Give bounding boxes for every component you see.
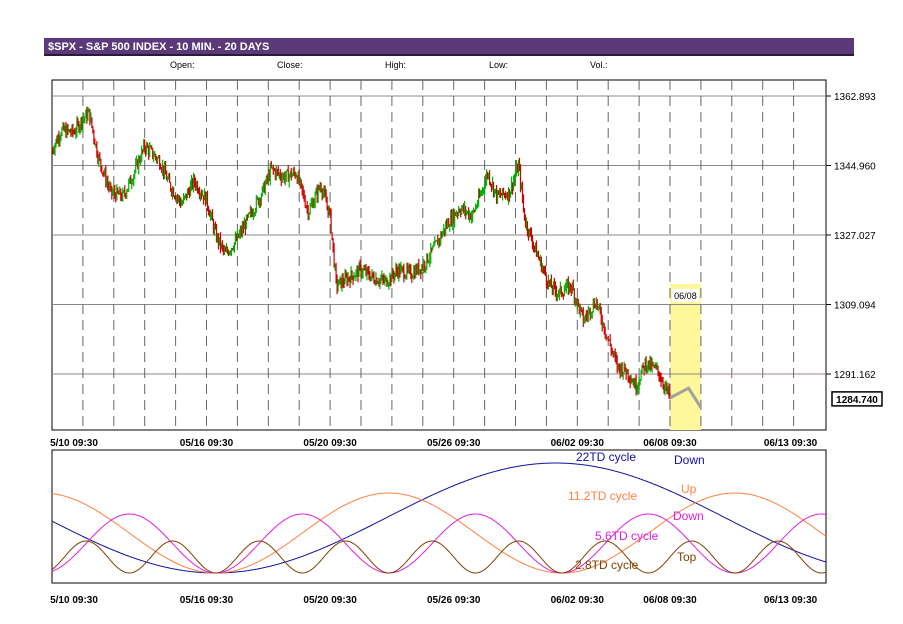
cycle-x-tick-label: 05/16 09:30 bbox=[180, 595, 234, 606]
cycle-line bbox=[51, 540, 827, 574]
vol-label: Vol.: bbox=[590, 60, 608, 70]
cycle-series-label: 2.8TD cycle bbox=[575, 558, 639, 572]
highlight-box bbox=[670, 284, 701, 430]
x-tick-label: 06/13 09:30 bbox=[764, 438, 818, 449]
last-price-label: 1284.740 bbox=[836, 395, 878, 406]
cycle-state-label: Down bbox=[673, 509, 704, 523]
chart-title-bar: $SPX - S&P 500 INDEX - 10 MIN. - 20 DAYS bbox=[44, 38, 854, 56]
cycle-line bbox=[51, 513, 827, 574]
highlight-label-bg bbox=[672, 289, 699, 302]
cycle-state-label: Up bbox=[681, 482, 697, 496]
x-tick-label: 06/02 09:30 bbox=[551, 438, 605, 449]
chart-title: $SPX - S&P 500 INDEX - 10 MIN. - 20 DAYS bbox=[48, 41, 270, 53]
cycle-x-tick-label: 05/26 09:30 bbox=[427, 595, 481, 606]
low-label: Low: bbox=[489, 60, 509, 70]
last-price-box bbox=[831, 391, 883, 407]
cycle-series-label: 22TD cycle bbox=[576, 450, 636, 464]
cycle-x-tick-label: 5/10 09:30 bbox=[50, 595, 98, 606]
cycle-state-label: Top bbox=[677, 550, 697, 564]
high-label: High: bbox=[385, 60, 407, 70]
x-tick-label: 05/16 09:30 bbox=[180, 438, 234, 449]
y-tick-label: 1362.893 bbox=[834, 92, 876, 103]
projection-path bbox=[669, 386, 703, 409]
x-tick-label: 05/26 09:30 bbox=[427, 438, 481, 449]
close-label: Close: bbox=[277, 60, 303, 70]
cycle-series-label: 11.2TD cycle bbox=[568, 489, 637, 503]
cycle-state-label: Down bbox=[674, 453, 705, 467]
y-tick-label: 1309.094 bbox=[834, 301, 876, 312]
cycle-x-tick-label: 06/02 09:30 bbox=[551, 595, 605, 606]
price-bars bbox=[51, 106, 671, 400]
x-tick-label: 06/08 09:30 bbox=[643, 438, 697, 449]
y-tick-label: 1327.027 bbox=[834, 231, 876, 242]
y-tick-label: 1291.162 bbox=[834, 370, 876, 381]
cycle-x-tick-label: 06/13 09:30 bbox=[764, 595, 818, 606]
cycle-line bbox=[51, 492, 827, 574]
cycle-line bbox=[51, 462, 827, 574]
cycle-lines bbox=[51, 462, 827, 574]
open-label: Open: bbox=[170, 60, 195, 70]
cycle-x-tick-label: 05/20 09:30 bbox=[303, 595, 357, 606]
price-panel-frame bbox=[51, 79, 827, 431]
x-tick-label: 05/20 09:30 bbox=[303, 438, 357, 449]
cycle-series-label: 5.6TD cycle bbox=[595, 529, 659, 543]
cycle-x-tick-label: 06/08 09:30 bbox=[643, 595, 697, 606]
x-tick-label: 5/10 09:30 bbox=[50, 438, 98, 449]
y-tick-label: 1344.960 bbox=[834, 162, 876, 173]
cycle-panel-frame bbox=[51, 449, 827, 584]
highlight-label: 06/08 bbox=[674, 291, 697, 301]
